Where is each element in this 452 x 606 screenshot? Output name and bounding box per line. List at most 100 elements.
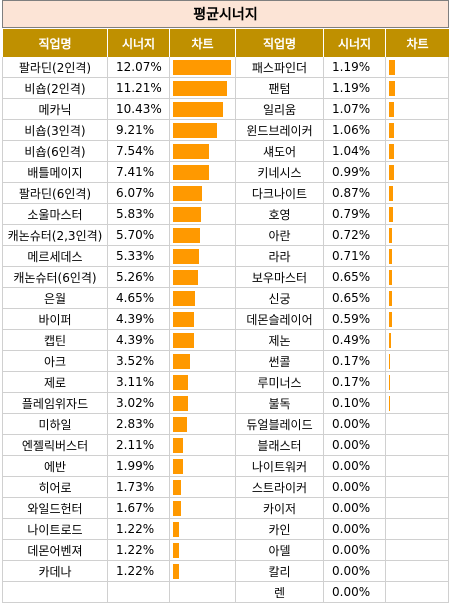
- left-chart-cell[interactable]: [170, 477, 236, 498]
- left-job-name[interactable]: 바이퍼: [3, 309, 108, 330]
- left-job-name[interactable]: 제로: [3, 372, 108, 393]
- left-synergy-value[interactable]: 12.07%: [108, 57, 170, 78]
- right-job-name[interactable]: 일리움: [236, 99, 324, 120]
- left-job-name[interactable]: 메르세데스: [3, 246, 108, 267]
- right-chart-cell[interactable]: [386, 393, 449, 414]
- left-job-name[interactable]: 팔라딘(6인격): [3, 183, 108, 204]
- right-job-name[interactable]: 제논: [236, 330, 324, 351]
- right-chart-cell[interactable]: [386, 204, 449, 225]
- right-job-name[interactable]: 아델: [236, 540, 324, 561]
- left-chart-cell[interactable]: [170, 204, 236, 225]
- header-left-chart[interactable]: 차트: [170, 29, 236, 57]
- left-synergy-value[interactable]: 5.83%: [108, 204, 170, 225]
- right-chart-cell[interactable]: [386, 78, 449, 99]
- left-synergy-value[interactable]: 1.22%: [108, 519, 170, 540]
- left-job-name[interactable]: 플레임위자드: [3, 393, 108, 414]
- right-synergy-value[interactable]: 0.10%: [324, 393, 386, 414]
- left-chart-cell[interactable]: [170, 162, 236, 183]
- left-chart-cell[interactable]: [170, 309, 236, 330]
- right-synergy-value[interactable]: 0.00%: [324, 477, 386, 498]
- right-chart-cell[interactable]: [386, 435, 449, 456]
- right-chart-cell[interactable]: [386, 456, 449, 477]
- right-job-name[interactable]: 아란: [236, 225, 324, 246]
- right-job-name[interactable]: 호영: [236, 204, 324, 225]
- right-chart-cell[interactable]: [386, 120, 449, 141]
- left-job-name[interactable]: 캡틴: [3, 330, 108, 351]
- left-synergy-value[interactable]: 3.11%: [108, 372, 170, 393]
- left-synergy-value[interactable]: [108, 582, 170, 603]
- left-chart-cell[interactable]: [170, 372, 236, 393]
- right-synergy-value[interactable]: 0.00%: [324, 414, 386, 435]
- right-chart-cell[interactable]: [386, 99, 449, 120]
- left-job-name[interactable]: 히어로: [3, 477, 108, 498]
- right-chart-cell[interactable]: [386, 225, 449, 246]
- right-synergy-value[interactable]: 0.79%: [324, 204, 386, 225]
- right-job-name[interactable]: 패스파인더: [236, 57, 324, 78]
- right-synergy-value[interactable]: 0.99%: [324, 162, 386, 183]
- left-chart-cell[interactable]: [170, 393, 236, 414]
- left-job-name[interactable]: 메카닉: [3, 99, 108, 120]
- left-synergy-value[interactable]: 2.83%: [108, 414, 170, 435]
- right-job-name[interactable]: 보우마스터: [236, 267, 324, 288]
- right-job-name[interactable]: 블래스터: [236, 435, 324, 456]
- header-left-synergy[interactable]: 시너지: [108, 29, 170, 57]
- left-job-name[interactable]: 아크: [3, 351, 108, 372]
- left-chart-cell[interactable]: [170, 414, 236, 435]
- header-right-chart[interactable]: 차트: [386, 29, 449, 57]
- right-synergy-value[interactable]: 0.00%: [324, 498, 386, 519]
- right-synergy-value[interactable]: 0.71%: [324, 246, 386, 267]
- left-synergy-value[interactable]: 7.41%: [108, 162, 170, 183]
- right-chart-cell[interactable]: [386, 57, 449, 78]
- left-chart-cell[interactable]: [170, 141, 236, 162]
- right-job-name[interactable]: 루미너스: [236, 372, 324, 393]
- right-job-name[interactable]: 카인: [236, 519, 324, 540]
- left-chart-cell[interactable]: [170, 561, 236, 582]
- left-synergy-value[interactable]: 7.54%: [108, 141, 170, 162]
- left-synergy-value[interactable]: 1.73%: [108, 477, 170, 498]
- left-job-name[interactable]: 에반: [3, 456, 108, 477]
- left-chart-cell[interactable]: [170, 582, 236, 603]
- left-job-name[interactable]: 미하일: [3, 414, 108, 435]
- left-synergy-value[interactable]: 11.21%: [108, 78, 170, 99]
- right-job-name[interactable]: 다크나이트: [236, 183, 324, 204]
- right-synergy-value[interactable]: 1.19%: [324, 57, 386, 78]
- left-synergy-value[interactable]: 10.43%: [108, 99, 170, 120]
- right-job-name[interactable]: 섀도어: [236, 141, 324, 162]
- right-job-name[interactable]: 스트라이커: [236, 477, 324, 498]
- left-job-name[interactable]: [3, 582, 108, 603]
- right-synergy-value[interactable]: 0.72%: [324, 225, 386, 246]
- left-chart-cell[interactable]: [170, 99, 236, 120]
- left-chart-cell[interactable]: [170, 435, 236, 456]
- right-chart-cell[interactable]: [386, 414, 449, 435]
- right-chart-cell[interactable]: [386, 267, 449, 288]
- left-synergy-value[interactable]: 1.99%: [108, 456, 170, 477]
- left-chart-cell[interactable]: [170, 288, 236, 309]
- left-synergy-value[interactable]: 3.02%: [108, 393, 170, 414]
- left-chart-cell[interactable]: [170, 330, 236, 351]
- left-synergy-value[interactable]: 6.07%: [108, 183, 170, 204]
- right-synergy-value[interactable]: 1.06%: [324, 120, 386, 141]
- right-synergy-value[interactable]: 1.04%: [324, 141, 386, 162]
- left-chart-cell[interactable]: [170, 225, 236, 246]
- right-job-name[interactable]: 라라: [236, 246, 324, 267]
- left-job-name[interactable]: 엔젤릭버스터: [3, 435, 108, 456]
- left-synergy-value[interactable]: 4.65%: [108, 288, 170, 309]
- left-chart-cell[interactable]: [170, 498, 236, 519]
- left-job-name[interactable]: 캐논슈터(2,3인격): [3, 225, 108, 246]
- header-right-job[interactable]: 직업명: [236, 29, 324, 57]
- left-chart-cell[interactable]: [170, 540, 236, 561]
- right-job-name[interactable]: 나이트워커: [236, 456, 324, 477]
- right-synergy-value[interactable]: 0.59%: [324, 309, 386, 330]
- right-chart-cell[interactable]: [386, 309, 449, 330]
- right-synergy-value[interactable]: 0.00%: [324, 435, 386, 456]
- right-job-name[interactable]: 썬콜: [236, 351, 324, 372]
- right-job-name[interactable]: 팬텀: [236, 78, 324, 99]
- right-synergy-value[interactable]: 0.17%: [324, 351, 386, 372]
- right-job-name[interactable]: 불독: [236, 393, 324, 414]
- left-job-name[interactable]: 비숍(3인격): [3, 120, 108, 141]
- left-synergy-value[interactable]: 3.52%: [108, 351, 170, 372]
- right-chart-cell[interactable]: [386, 372, 449, 393]
- right-synergy-value[interactable]: 0.00%: [324, 519, 386, 540]
- right-job-name[interactable]: 키네시스: [236, 162, 324, 183]
- left-job-name[interactable]: 캐논슈터(6인격): [3, 267, 108, 288]
